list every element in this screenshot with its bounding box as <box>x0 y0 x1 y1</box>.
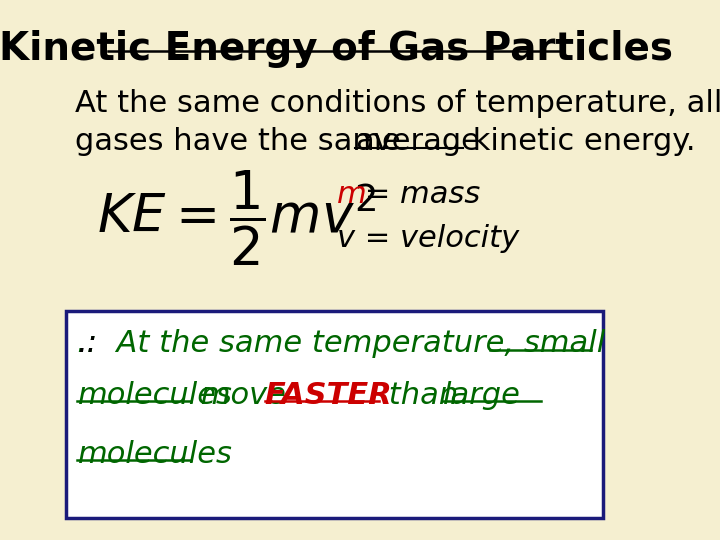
Text: .:: .: <box>78 329 97 359</box>
Text: $m$: $m$ <box>336 180 366 209</box>
Text: average: average <box>356 127 480 156</box>
Text: $KE = \dfrac{1}{2}mv^2$: $KE = \dfrac{1}{2}mv^2$ <box>97 169 377 268</box>
Text: Kinetic Energy of Gas Particles: Kinetic Energy of Gas Particles <box>0 30 673 68</box>
Text: kinetic energy.: kinetic energy. <box>463 127 696 156</box>
Text: At the same conditions of temperature, all: At the same conditions of temperature, a… <box>75 89 720 118</box>
Text: gases have the same: gases have the same <box>75 127 410 156</box>
Text: molecules: molecules <box>78 440 233 469</box>
Text: FASTER: FASTER <box>265 381 392 410</box>
Text: move: move <box>192 381 296 410</box>
Text: .:  At the same temperature, small: .: At the same temperature, small <box>78 329 606 359</box>
Text: large: large <box>444 381 521 410</box>
Text: $v$: $v$ <box>336 224 356 253</box>
Text: molecules: molecules <box>78 381 233 410</box>
Text: = velocity: = velocity <box>356 224 520 253</box>
Text: than: than <box>379 381 468 410</box>
FancyBboxPatch shape <box>66 310 603 518</box>
Text: = mass: = mass <box>356 180 481 209</box>
